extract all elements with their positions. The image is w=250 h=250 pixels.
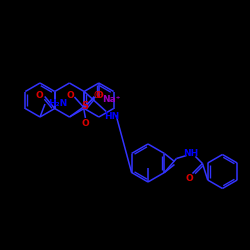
- Text: Na⁺: Na⁺: [102, 94, 121, 104]
- Text: NH: NH: [183, 149, 198, 158]
- Text: O: O: [95, 91, 103, 100]
- Text: O: O: [36, 91, 44, 100]
- Text: HN: HN: [104, 112, 120, 121]
- Text: O: O: [186, 174, 193, 183]
- Text: O⁻: O⁻: [94, 90, 105, 100]
- Text: O: O: [82, 118, 89, 128]
- Text: S: S: [81, 101, 88, 111]
- Text: O: O: [66, 90, 74, 100]
- Text: H₂N: H₂N: [48, 98, 68, 108]
